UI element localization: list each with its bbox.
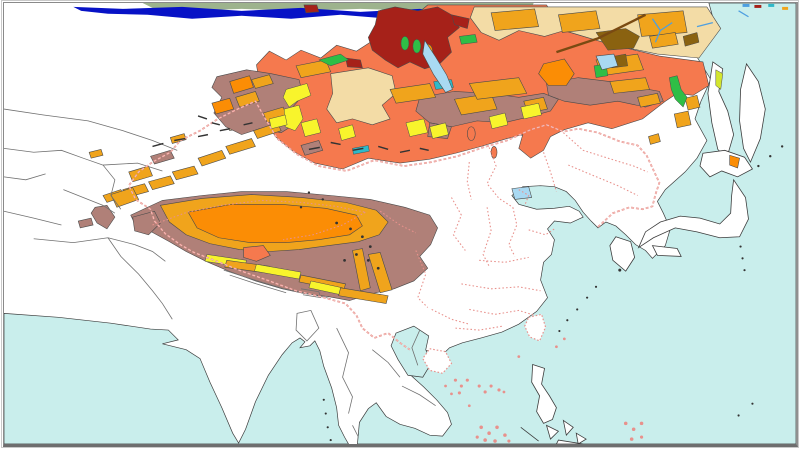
lena-river [651,18,673,43]
amber-patches [88,8,701,203]
terrain-specks [152,115,429,270]
himalaya-strips [204,248,393,304]
map-frame [3,2,798,447]
map-canvas[interactable] [4,3,796,444]
china-national-border [127,100,661,351]
siberia-permafrost-zones [88,4,749,203]
country-borders [4,108,436,438]
luzon [531,363,557,424]
palawan [520,426,539,442]
lake-baikal [422,39,453,93]
lakes-rivers [422,10,749,200]
pacific-okhotsk-japan-scs-sea [357,3,796,444]
kamchatka [739,62,766,164]
sea-layer [4,3,796,444]
province-borders [152,132,648,331]
reef-speckles [444,337,644,443]
tibet-zones [77,165,438,304]
small-island-specks [322,145,784,442]
yellow-patches [269,83,542,141]
indian-ocean-bay-of-bengal [4,313,349,444]
kyushu [609,236,636,272]
honshu [637,178,749,249]
shikoku [651,245,682,257]
laos-cyan-fill [390,325,433,378]
tibet-orange-core [187,204,363,243]
arctic-blue-band [73,6,436,19]
fault-line [556,13,647,54]
taiwan [524,313,547,342]
arctic-coast-specks [742,3,789,10]
islands [322,61,784,444]
hokkaido [699,149,754,178]
hainan [422,348,453,374]
